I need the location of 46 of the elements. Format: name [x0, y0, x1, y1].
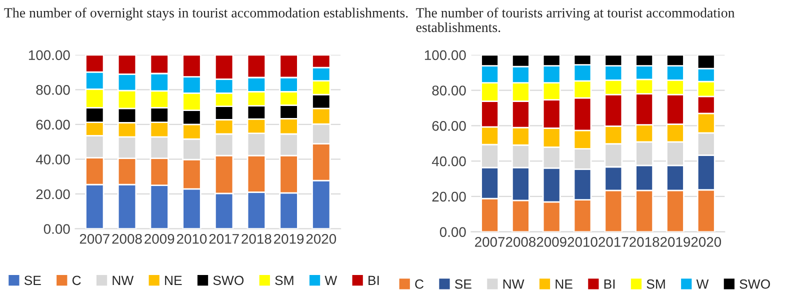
x-tick-label: 2010: [568, 237, 598, 247]
x-tick-label: 2018: [630, 237, 660, 247]
legend-label: SE: [24, 276, 41, 286]
y-tick-label: 100.00: [424, 50, 466, 60]
x-tick-label: 2007: [80, 234, 110, 244]
legend-label: C: [72, 276, 81, 286]
y-tick-label: 0.00: [44, 224, 70, 234]
legend-label: W: [696, 280, 709, 289]
x-tick-label: 2020: [691, 237, 722, 247]
x-tick-label: 2008: [112, 234, 142, 244]
y-tick-label: 60.00: [36, 120, 70, 130]
legend-label: SM: [646, 279, 665, 289]
x-tick-label: 2010: [176, 234, 207, 244]
legend-label: C: [415, 279, 424, 289]
x-tick-label: 2017: [209, 234, 239, 244]
legend-label: SE: [454, 279, 472, 289]
legend-label: NE: [556, 280, 572, 289]
x-tick-label: 2020: [306, 234, 336, 244]
legend-label: BI: [604, 280, 615, 289]
y-tick-label: 20.00: [36, 189, 70, 200]
legend-label: SWO: [740, 279, 770, 289]
y-tick-label: 40.00: [36, 154, 70, 164]
legend-label: BI: [368, 276, 379, 285]
y-tick-label: 80.00: [432, 86, 466, 96]
x-tick-label: 2017: [598, 237, 628, 247]
x-tick-label: 2019: [660, 237, 690, 247]
x-tick-label: 2019: [274, 234, 304, 244]
x-tick-label: 2018: [242, 234, 272, 244]
x-tick-label: 2008: [506, 237, 536, 247]
legend-label: SM: [275, 276, 294, 286]
legend-label: NE: [165, 276, 182, 285]
x-tick-label: 2009: [144, 234, 174, 244]
y-tick-label: 80.00: [36, 85, 70, 95]
legend-label: SWO: [213, 276, 244, 286]
y-tick-label: 60.00: [432, 120, 466, 131]
chart-title: The number of tourists arriving at tourist accommodation establishments.: [416, 8, 735, 32]
x-tick-label: 2009: [536, 237, 566, 247]
y-tick-label: 40.00: [432, 156, 466, 166]
y-tick-label: 100.00: [28, 50, 70, 60]
legend-label: NW: [112, 276, 134, 285]
legend-label: NW: [503, 280, 524, 289]
x-tick-label: 2007: [475, 237, 505, 247]
legend-label: W: [324, 276, 338, 285]
y-tick-label: 20.00: [432, 192, 466, 202]
chart-title: The number of overnight stays in tourist accommodation establishments.: [4, 8, 408, 20]
y-tick-label: 0.00: [440, 227, 466, 237]
